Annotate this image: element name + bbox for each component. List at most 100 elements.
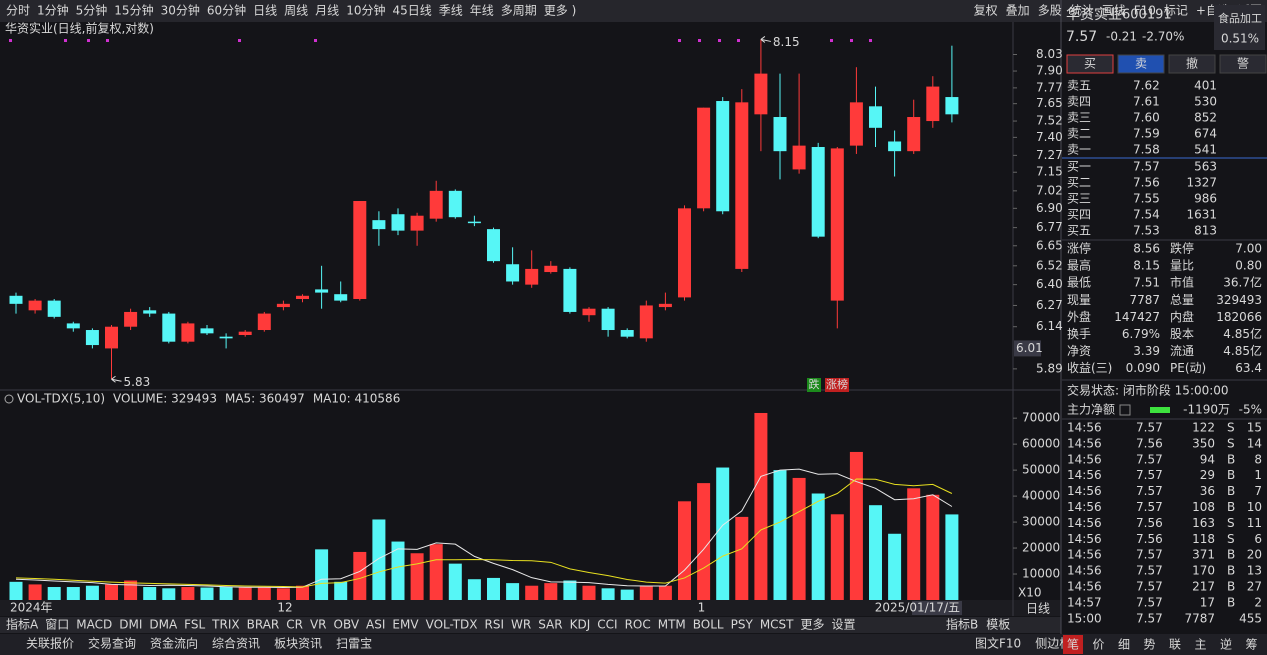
- volume-bar: [773, 470, 787, 600]
- trade-button-label[interactable]: 买: [1084, 57, 1096, 71]
- indicator-tab[interactable]: WR: [511, 618, 531, 632]
- trade-button[interactable]: [1219, 54, 1267, 74]
- event-dot: [64, 39, 67, 42]
- toolbar-item[interactable]: 分时: [6, 4, 30, 18]
- bottom-tab[interactable]: 资金流向: [150, 636, 198, 651]
- indicator-tab[interactable]: 窗口: [45, 618, 69, 632]
- indicator-tab[interactable]: VOL-TDX: [426, 618, 478, 632]
- book-volume: 401: [1194, 79, 1217, 93]
- indicator-tab[interactable]: FSL: [184, 618, 205, 632]
- indicator-tab[interactable]: 指标A: [6, 617, 39, 632]
- candle-body: [448, 190, 462, 218]
- toolbar-item[interactable]: 5分钟: [76, 3, 108, 18]
- indicator-tab[interactable]: CCI: [597, 618, 617, 632]
- bottom-tab[interactable]: 扫雷宝: [336, 637, 372, 651]
- toolbar-item[interactable]: 1分钟: [37, 3, 69, 18]
- indicator-tab[interactable]: CR: [286, 618, 303, 632]
- toolbar-item[interactable]: 45日线: [392, 4, 431, 18]
- toolbar-item[interactable]: 10分钟: [346, 3, 385, 18]
- chart-title: 华资实业(日线,前复权,对数): [5, 21, 154, 36]
- toolbar-item[interactable]: 复权: [974, 4, 998, 18]
- panel-tab[interactable]: 价: [1092, 638, 1104, 652]
- indicator-tab[interactable]: VR: [310, 618, 327, 632]
- panel-tab[interactable]: 势: [1143, 638, 1155, 652]
- indicator-tab[interactable]: KDJ: [570, 618, 591, 632]
- trade-button-label[interactable]: 撤: [1186, 56, 1198, 71]
- toolbar-item[interactable]: 画线: [1102, 4, 1126, 18]
- candle-body: [257, 313, 271, 331]
- indicator-tab[interactable]: BOLL: [693, 618, 724, 632]
- indicator-tab[interactable]: PSY: [731, 618, 754, 632]
- toolbar-item[interactable]: 年线: [470, 4, 494, 18]
- indicator-tab[interactable]: 设置: [832, 618, 856, 632]
- indicator-tab[interactable]: MCST: [760, 618, 794, 632]
- candle-body: [391, 214, 405, 231]
- toolbar-item[interactable]: 周线: [284, 4, 308, 18]
- toolbar-item[interactable]: 多周期: [501, 4, 537, 18]
- stat-label: 内盘: [1170, 309, 1194, 324]
- bottom-tab[interactable]: 关联报价: [26, 636, 74, 651]
- bottom-tab[interactable]: 图文F10: [975, 636, 1021, 651]
- toolbar-item[interactable]: 季线: [439, 4, 463, 18]
- tick-count: 20: [1247, 548, 1262, 562]
- indicator-tab[interactable]: OBV: [334, 618, 360, 632]
- indicator-tab[interactable]: DMI: [119, 618, 142, 632]
- indicator-tab[interactable]: SAR: [538, 618, 562, 632]
- y-tick-label: 10000: [1022, 567, 1060, 581]
- volume-bar: [601, 588, 615, 600]
- panel-tab[interactable]: 细: [1118, 638, 1130, 652]
- panel-tab[interactable]: 笔: [1067, 637, 1079, 652]
- panel-tab[interactable]: 筹: [1245, 638, 1257, 652]
- indicator-tab[interactable]: BRAR: [247, 618, 280, 632]
- y-tick-label: 7.52: [1036, 114, 1063, 128]
- tick-volume: 118: [1192, 532, 1215, 546]
- stat-value: 0.80: [1235, 259, 1262, 273]
- volume-bar: [85, 585, 99, 600]
- trade-button[interactable]: [1168, 54, 1216, 74]
- trade-button[interactable]: [1066, 54, 1114, 74]
- indicator-tab[interactable]: TRIX: [211, 618, 239, 632]
- indicator-tab[interactable]: 更多: [801, 618, 825, 632]
- tick-count: 11: [1247, 516, 1262, 530]
- candle-body: [181, 323, 195, 342]
- volume-bar: [506, 583, 520, 600]
- trade-button-label[interactable]: 警: [1237, 56, 1249, 71]
- panel-tab[interactable]: 主: [1194, 638, 1206, 652]
- panel-tab[interactable]: 联: [1169, 638, 1181, 652]
- tick-count: 455: [1239, 611, 1262, 625]
- indicator-tab[interactable]: RSI: [485, 618, 505, 632]
- indicator-tab[interactable]: MACD: [76, 618, 112, 632]
- toolbar-item[interactable]: 15分钟: [114, 3, 153, 18]
- toolbar-item[interactable]: 月线: [315, 4, 339, 18]
- toolbar-item[interactable]: 统计: [1070, 4, 1094, 18]
- toolbar-item[interactable]: 60分钟: [207, 3, 246, 18]
- toolbar-item[interactable]: 叠加: [1006, 4, 1030, 18]
- toolbar-item[interactable]: 标记: [1164, 4, 1188, 18]
- toolbar-item[interactable]: 更多 ): [544, 4, 577, 18]
- indicator-tab[interactable]: ROC: [625, 618, 651, 632]
- volume-bar: [792, 477, 806, 600]
- indicator-tab[interactable]: 指标B: [946, 617, 978, 632]
- book-volume: 563: [1194, 160, 1217, 174]
- indicator-tab[interactable]: MTM: [658, 618, 686, 632]
- stat-value: 3.39: [1133, 344, 1160, 358]
- indicator-tab[interactable]: DMA: [149, 618, 178, 632]
- toolbar-item[interactable]: 多股: [1038, 4, 1062, 18]
- indicator-tab[interactable]: ASI: [366, 618, 385, 632]
- bottom-tab[interactable]: 板块资讯: [274, 637, 322, 651]
- trade-button[interactable]: [1117, 54, 1165, 74]
- bottom-tab[interactable]: 侧边栏: [1035, 636, 1071, 651]
- bottom-tab[interactable]: 综合资讯: [212, 636, 260, 651]
- y-tick-label: 7.02: [1036, 183, 1063, 197]
- indicator-tab[interactable]: 模板: [986, 618, 1010, 632]
- stat-value: 4.85亿: [1223, 326, 1262, 341]
- tick-price: 7.57: [1136, 548, 1163, 562]
- stat-label: 换手: [1067, 327, 1091, 341]
- bottom-tab[interactable]: 交易查询: [88, 636, 136, 651]
- trade-button-label[interactable]: 卖: [1135, 57, 1147, 71]
- toolbar-item[interactable]: 日线: [253, 4, 277, 18]
- panel-tab[interactable]: 逆: [1220, 637, 1232, 652]
- toolbar-item[interactable]: F10: [1134, 4, 1156, 18]
- indicator-tab[interactable]: EMV: [392, 618, 419, 632]
- toolbar-item[interactable]: 30分钟: [161, 3, 200, 18]
